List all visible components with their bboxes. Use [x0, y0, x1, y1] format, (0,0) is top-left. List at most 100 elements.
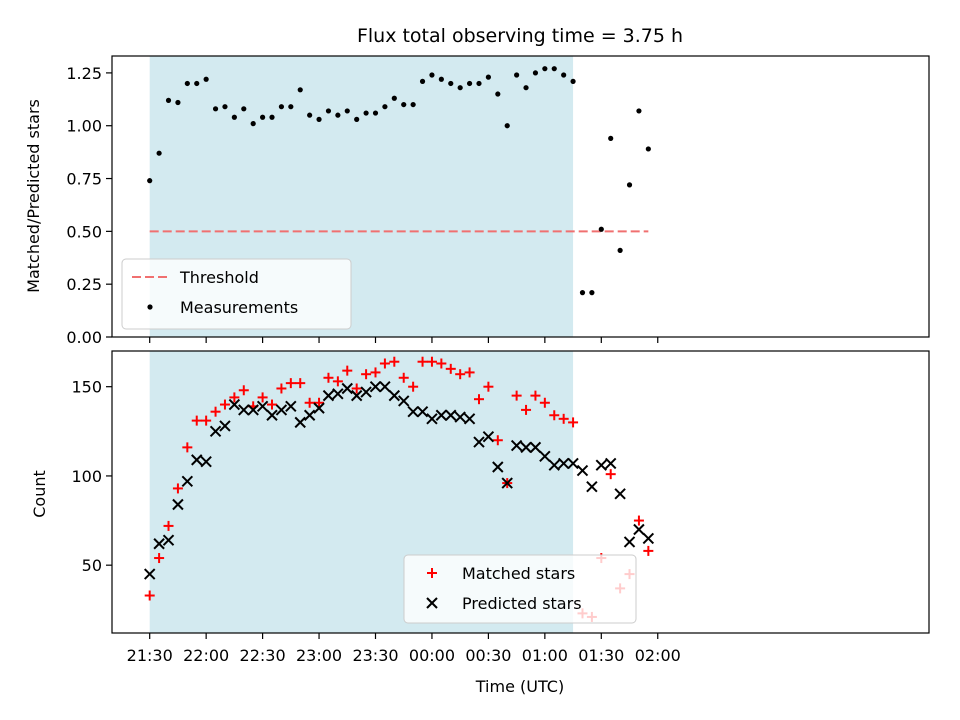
legend-measurement-swatch: [147, 304, 153, 310]
x-tick-label: 00:00: [409, 646, 455, 665]
top-y-axis-label: Matched/Predicted stars: [24, 99, 43, 293]
predicted-stars-point: [313, 402, 325, 414]
predicted-stars-point: [463, 413, 476, 425]
top-y-tick-label: 0.00: [66, 328, 102, 347]
matched-stars-point: [191, 415, 202, 426]
matched-stars-point: [417, 356, 428, 367]
matched-stars-point: [398, 372, 409, 383]
measurements-point: [297, 87, 303, 93]
x-tick-label: 02:00: [635, 646, 681, 665]
bottom-plot-frame: [111, 350, 930, 634]
predicted-stars-point: [548, 459, 560, 471]
measurements-point: [598, 226, 604, 232]
measurements-point: [278, 104, 285, 110]
predicted-stars-point: [369, 380, 382, 393]
matched-stars-point: [172, 483, 183, 494]
predicted-stars-point: [595, 459, 608, 471]
matched-stars-point: [436, 358, 447, 369]
matched-stars-point: [276, 383, 287, 394]
matched-stars-point: [238, 385, 249, 396]
matched-stars-point: [455, 369, 466, 380]
measurements-point: [307, 112, 313, 118]
matched-stars-point: [285, 378, 296, 389]
measurements-point: [626, 182, 633, 188]
predicted-stars-point: [172, 498, 184, 511]
predicted-stars-point: [407, 405, 419, 418]
measurements-point: [147, 178, 153, 184]
predicted-stars-point: [398, 395, 410, 407]
measurements-point: [401, 101, 407, 108]
matched-stars-point: [163, 520, 174, 531]
matched-stars-point: [633, 515, 644, 526]
predicted-stars-point: [605, 457, 617, 470]
predicted-stars-point: [200, 455, 212, 468]
matched-stars-point: [389, 356, 400, 367]
predicted-stars-point: [416, 405, 429, 418]
measurements-point: [579, 290, 586, 296]
predicted-stars-point: [482, 430, 495, 443]
predicted-stars-point: [219, 420, 231, 432]
predicted-stars-point: [332, 388, 344, 400]
predicted-stars-point: [492, 461, 504, 473]
predicted-stars-point: [209, 425, 222, 438]
matched-stars-point: [257, 392, 268, 403]
legend-label: Matched stars: [462, 564, 575, 583]
measurements-point: [504, 123, 510, 129]
predicted-stars-point: [256, 400, 269, 413]
predicted-stars-point: [642, 532, 655, 545]
bottom-y-tick-label: 100: [71, 467, 102, 486]
x-tick-label: 22:30: [240, 646, 286, 665]
predicted-stars-point: [379, 380, 391, 393]
matched-stars-point: [483, 381, 494, 392]
predicted-stars-point: [360, 386, 372, 398]
predicted-stars-point: [567, 457, 579, 470]
x-tick-label: 01:00: [522, 646, 568, 665]
predicted-stars-point: [539, 450, 551, 463]
measurements-point: [485, 74, 491, 80]
predicted-stars-point: [266, 409, 278, 421]
matched-stars-point: [295, 378, 306, 389]
legend-matched-swatch: [427, 568, 437, 578]
measurements-point: [344, 108, 350, 114]
x-axis-label: Time (UTC): [475, 677, 564, 696]
matched-stars-point: [539, 397, 550, 408]
matched-stars-point: [154, 553, 165, 564]
measurements-point: [570, 78, 576, 84]
x-tick-label: 22:00: [183, 646, 229, 665]
legend-label: Measurements: [180, 298, 298, 317]
bottom-y-axis-label: Count: [30, 470, 49, 518]
measurements-point: [241, 106, 247, 112]
x-tick-label: 23:30: [352, 646, 398, 665]
matched-stars-point: [549, 410, 560, 421]
predicted-stars-point: [181, 475, 194, 487]
predicted-stars-point: [445, 409, 457, 421]
measurements-point: [231, 114, 237, 120]
matched-stars-point: [521, 404, 532, 415]
predicted-stars-point: [501, 477, 513, 489]
measurements-point: [645, 146, 651, 152]
predicted-stars-point: [238, 404, 250, 416]
matched-stars-point: [445, 363, 456, 374]
matched-stars-point: [558, 413, 569, 424]
measurements-point: [354, 116, 360, 122]
matched-stars-point: [219, 399, 230, 410]
legend-box: [403, 554, 637, 624]
measurements-point: [316, 116, 322, 122]
measurements-point: [203, 76, 209, 82]
predicted-stars-point: [426, 413, 438, 425]
measurements-point: [608, 135, 614, 141]
measurements-point: [391, 95, 397, 101]
measurements-point: [325, 108, 332, 114]
predicted-stars-point: [529, 441, 542, 454]
top-y-tick-label: 0.25: [66, 275, 102, 294]
measurements-point: [457, 85, 463, 91]
predicted-stars-point: [228, 398, 241, 411]
predicted-stars-point: [294, 416, 306, 429]
predicted-stars-point: [586, 480, 598, 493]
predicted-stars-point: [153, 538, 165, 550]
matched-stars-point: [426, 356, 437, 367]
matched-stars-point: [342, 365, 353, 376]
matched-stars-point: [182, 442, 193, 453]
x-tick-label: 01:30: [578, 646, 624, 665]
